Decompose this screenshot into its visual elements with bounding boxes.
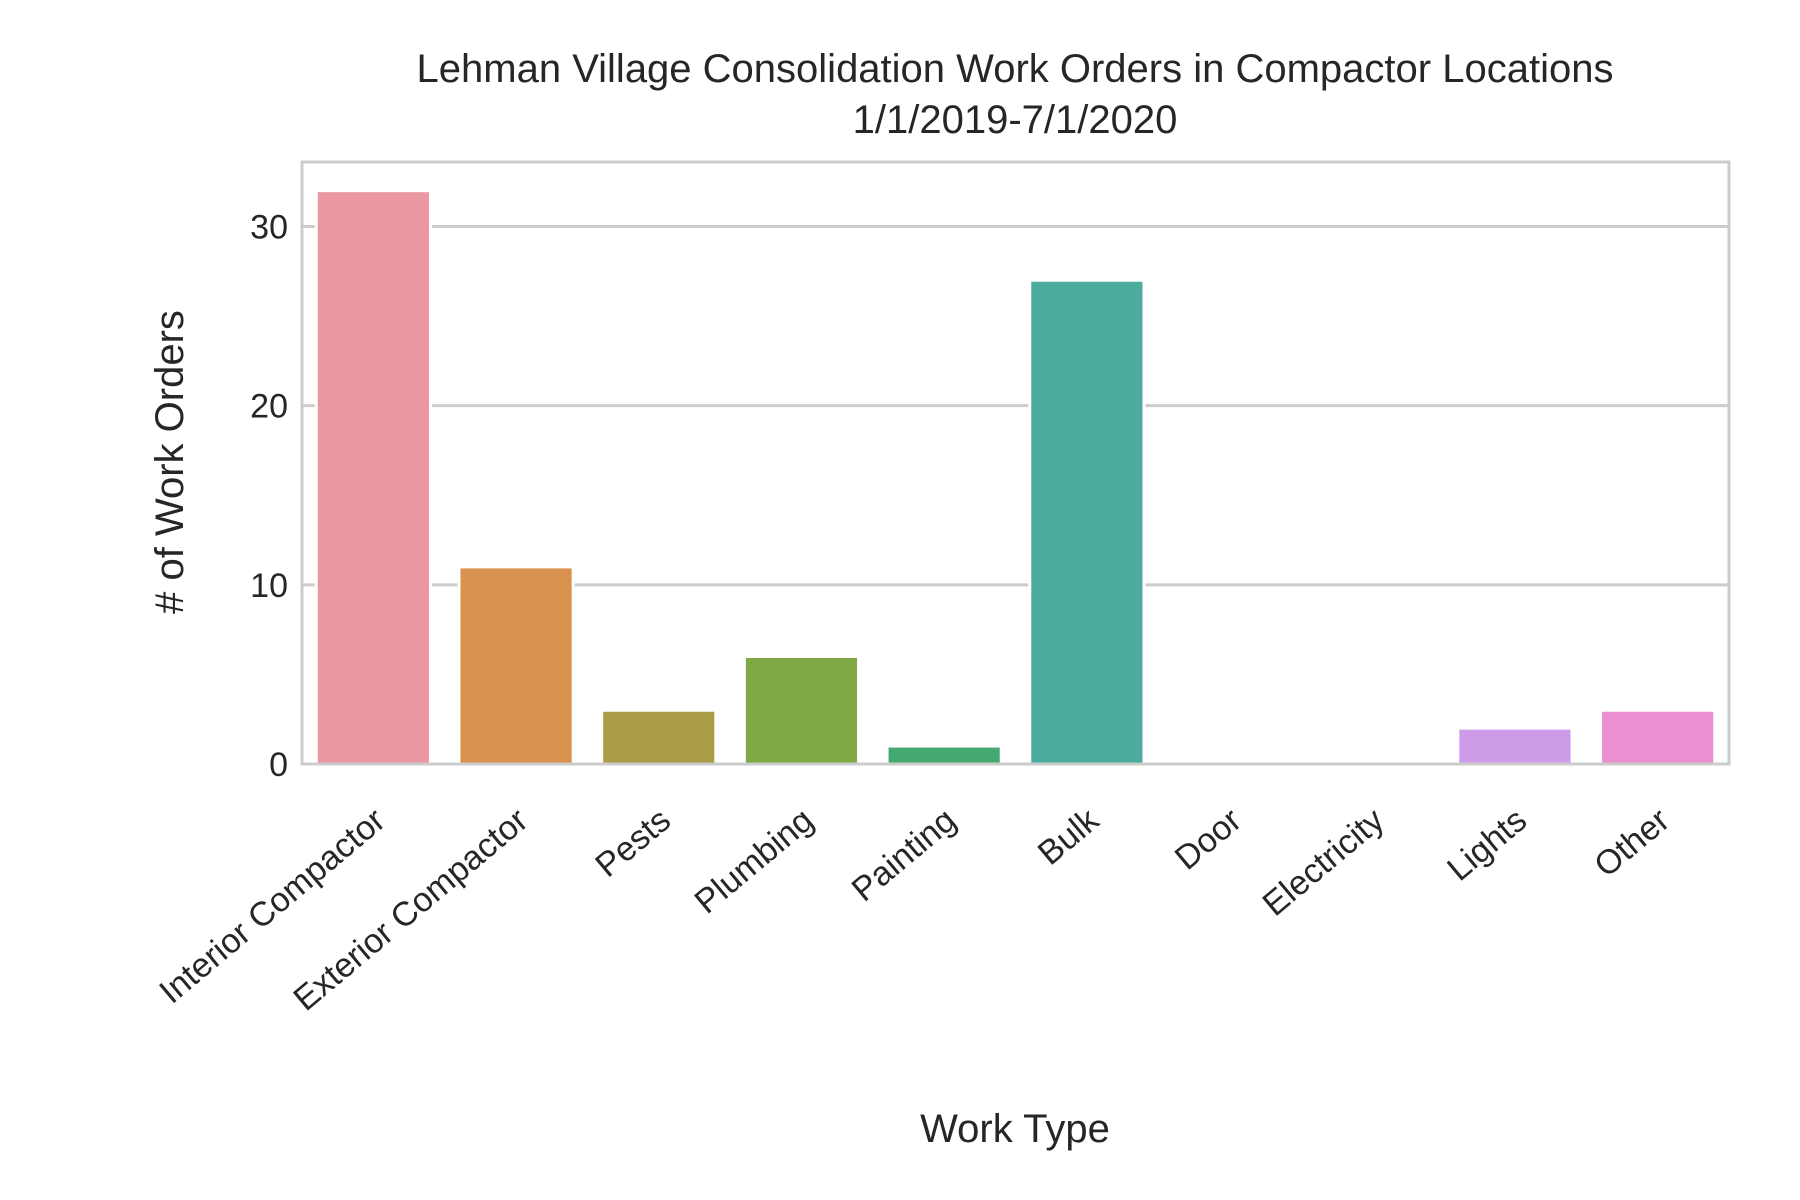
bar [457,565,575,766]
x-tick-label: Painting [845,801,964,909]
x-tick-label: Electricity [1256,801,1392,924]
y-tick-label: 30 [250,209,288,247]
y-axis-label: # of Work Orders [148,310,192,614]
bar [742,655,861,766]
y-tick-label: 20 [250,388,288,426]
chart-subtitle: 1/1/2019-7/1/2020 [853,98,1178,142]
bar [1599,708,1717,766]
bar [600,708,718,766]
y-tick-label: 10 [250,567,288,605]
x-tick-label: Other [1587,801,1677,885]
bar [885,744,1003,766]
bar [1028,278,1146,766]
chart-title: Lehman Village Consolidation Work Orders… [417,47,1614,91]
bar [314,189,432,766]
x-tick-label: Pests [588,801,678,885]
y-tick-label: 0 [269,746,288,784]
y-axis-ticks: 0 10 20 30 [250,209,288,785]
x-tick-label: Plumbing [688,801,821,921]
gridlines [302,225,1729,587]
x-tick-label: Bulk [1031,800,1107,872]
bar [1456,726,1574,766]
plot-frame [300,160,1731,766]
x-tick-label: Door [1168,801,1249,877]
x-axis-label: Work Type [920,1107,1110,1151]
x-tick-label: Exterior Compactor [286,801,535,1018]
bars [314,189,1717,766]
x-tick-label: Lights [1440,801,1534,888]
